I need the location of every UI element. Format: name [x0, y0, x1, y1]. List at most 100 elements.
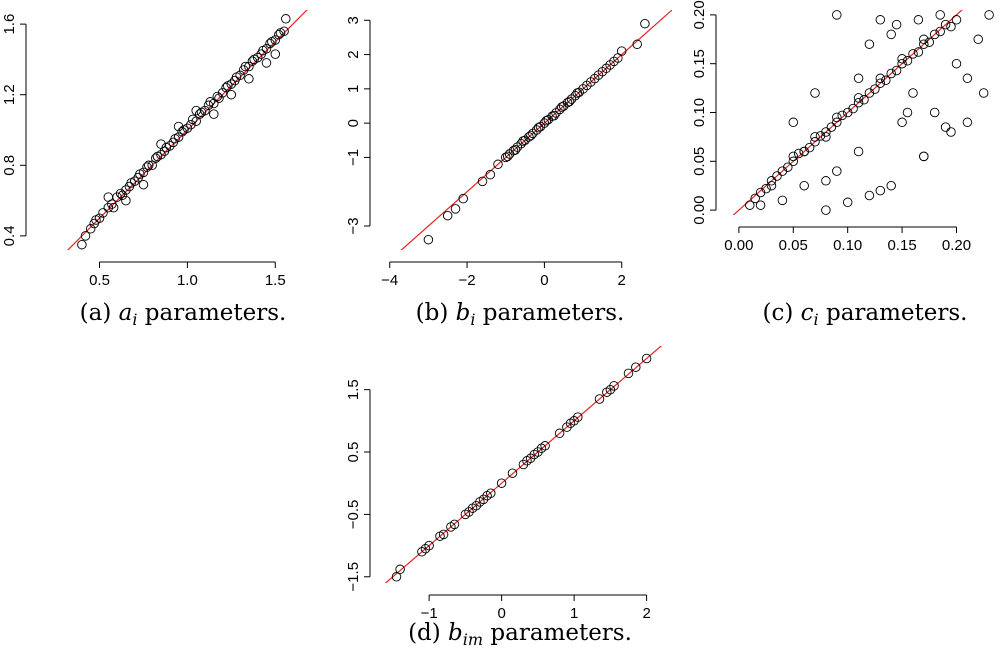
data-point [274, 29, 284, 40]
data-point [919, 34, 929, 45]
data-point [821, 176, 831, 186]
data-point [875, 73, 886, 84]
x-tick-label: 1.5 [265, 272, 286, 289]
data-point [98, 208, 108, 218]
data-point [173, 121, 184, 132]
data-point [875, 185, 886, 196]
x-tick-label: −2 [459, 272, 476, 289]
data-point [799, 146, 809, 157]
data-point [908, 49, 918, 59]
data-point [77, 239, 87, 250]
caption-subscript: i [470, 310, 475, 329]
data-point [209, 109, 219, 119]
data-point [886, 180, 896, 191]
data-point [777, 195, 788, 206]
data-point [121, 195, 131, 206]
data-point [518, 136, 528, 146]
data-point [240, 61, 251, 72]
data-point [502, 151, 513, 162]
data-point [485, 169, 496, 180]
data-point [525, 453, 536, 464]
caption-text: parameters. [137, 300, 286, 326]
data-point [853, 93, 864, 103]
data-point [510, 145, 521, 155]
data-point [217, 88, 228, 98]
y-tick-label: −3 [345, 217, 362, 234]
data-point [761, 183, 771, 194]
data-point [631, 362, 641, 372]
data-point [908, 88, 918, 98]
data-point [129, 176, 140, 186]
data-point [395, 564, 405, 575]
y-tick-label: 2 [345, 50, 362, 58]
data-point [973, 34, 983, 45]
data-point [138, 179, 149, 190]
data-point [212, 91, 223, 102]
data-point [984, 10, 994, 20]
caption-symbol: c [801, 300, 814, 326]
data-point [572, 88, 583, 98]
data-point [832, 166, 842, 176]
panel-d: −1 0 1 2 −1.5 −0.5 0.5 1.5 (d) bim parameters. [345, 346, 663, 649]
x-tick-label: 2 [642, 605, 650, 622]
caption-b: (b) bi parameters. [416, 300, 625, 329]
data-point [103, 202, 114, 213]
data-point [837, 110, 847, 121]
caption-subscript: i [132, 310, 137, 329]
data-point [913, 15, 924, 25]
data-point [391, 572, 402, 582]
data-point [562, 422, 572, 432]
data-point [507, 468, 518, 478]
data-point [750, 193, 760, 204]
data-point [549, 110, 559, 121]
data-point [978, 88, 989, 98]
data-point [526, 130, 536, 141]
data-point [477, 176, 488, 187]
data-point [640, 18, 650, 29]
data-point [886, 68, 896, 79]
data-point [951, 15, 962, 25]
data-point [450, 204, 461, 214]
x-tick-label: 2 [618, 272, 626, 289]
x-tick-label: −4 [381, 272, 398, 289]
y-tick-label: 0.15 [691, 49, 708, 78]
data-point [891, 19, 902, 30]
data-point [799, 180, 809, 191]
data-point [569, 416, 579, 426]
data-point [261, 58, 272, 68]
caption-label: (b) [416, 300, 456, 326]
data-point [281, 14, 291, 24]
x-tick-label: 0 [497, 605, 505, 622]
data-point [261, 44, 272, 54]
caption-label: (d) [408, 620, 448, 646]
y-tick-label: 0.05 [691, 147, 708, 176]
data-point [156, 139, 166, 149]
data-point [897, 58, 907, 69]
y-tick-label: 0.8 [1, 155, 18, 176]
data-point [745, 200, 755, 210]
data-point [810, 132, 820, 142]
y-tick-label: 1.5 [345, 379, 362, 400]
x-tick-label: 0.20 [942, 237, 971, 254]
caption-subscript: im [463, 630, 483, 649]
x-tick-label: 0.10 [833, 237, 862, 254]
data-point [235, 70, 245, 81]
data-point [853, 97, 864, 108]
data-point [221, 82, 231, 93]
caption-text: parameters. [476, 300, 625, 326]
reference-line-c [732, 10, 963, 215]
data-point [616, 46, 627, 56]
data-point [891, 65, 902, 76]
caption-label: (a) [80, 300, 119, 326]
data-point [766, 180, 777, 191]
data-point [138, 167, 149, 178]
data-point [247, 56, 258, 66]
data-point [902, 56, 913, 66]
data-point [946, 127, 956, 137]
data-point [214, 93, 224, 103]
data-point [913, 47, 924, 57]
data-point [881, 75, 891, 86]
x-tick-label: 1.0 [177, 272, 198, 289]
caption-d: (d) bim parameters. [408, 620, 632, 649]
data-point [279, 26, 289, 36]
